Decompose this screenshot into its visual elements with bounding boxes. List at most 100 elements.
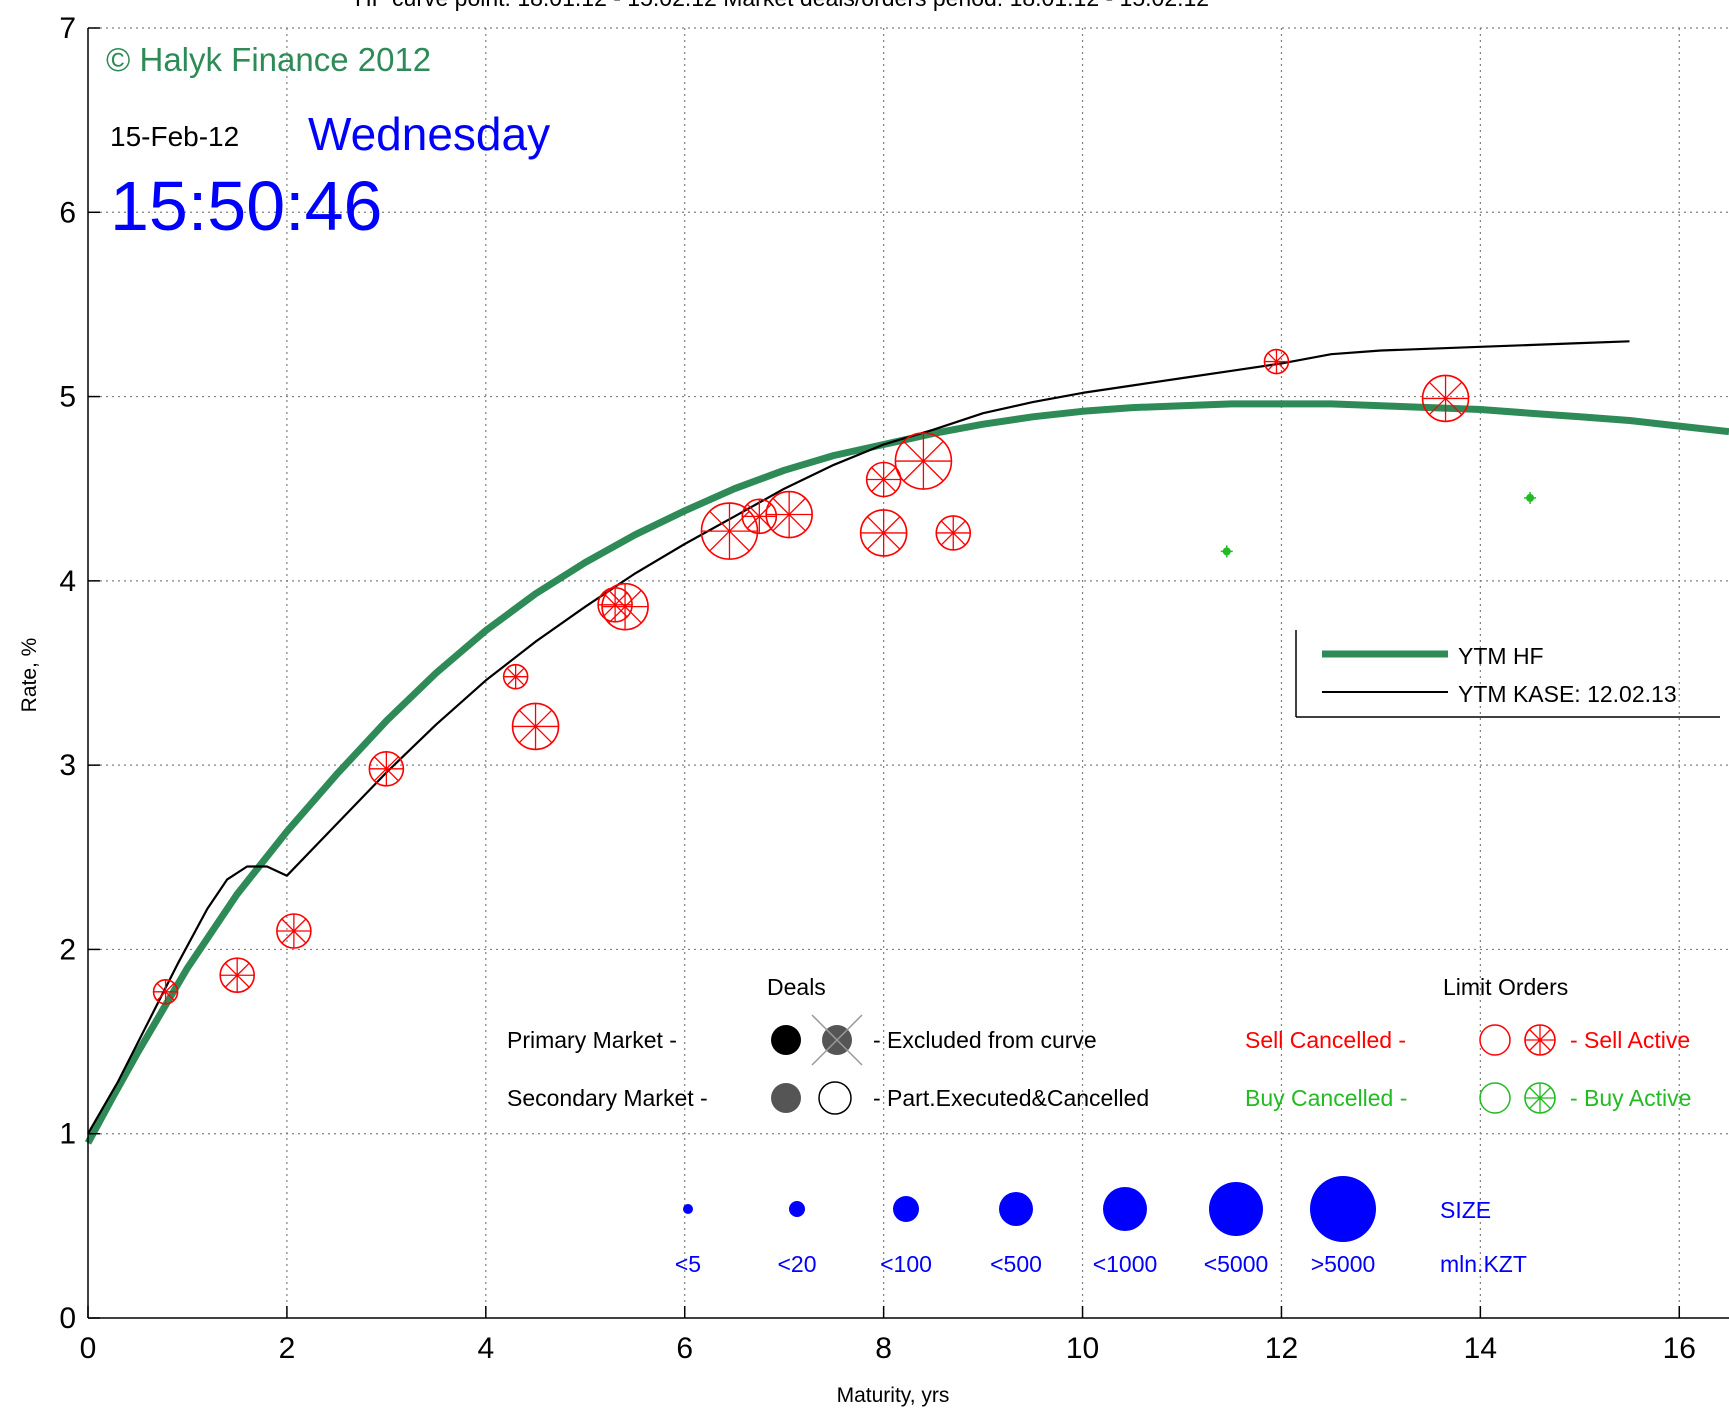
deals-legend: Deals Primary Market - - Excluded from c… bbox=[507, 974, 1149, 1115]
sell-active-order-spoke bbox=[518, 709, 553, 744]
sell-active-order-spoke bbox=[1267, 352, 1286, 371]
curve-legend: YTM HF YTM KASE: 12.02.13 bbox=[1295, 630, 1720, 718]
deals-title: Deals bbox=[767, 974, 826, 1000]
y-tick-label: 7 bbox=[59, 12, 76, 45]
sell-active-label: - Sell Active bbox=[1570, 1027, 1690, 1053]
sell-cancelled-label: Sell Cancelled - bbox=[1245, 1027, 1406, 1053]
y-tick-label: 6 bbox=[59, 196, 76, 229]
y-tick-label: 4 bbox=[59, 565, 76, 598]
time-text: 15:50:46 bbox=[110, 167, 382, 245]
size-title: SIZE bbox=[1440, 1197, 1491, 1223]
sell-active-order-spoke bbox=[608, 589, 642, 624]
buy-active-swatch-spoke bbox=[1528, 1086, 1552, 1110]
buy-active-order bbox=[1220, 545, 1233, 558]
secondary-deal-swatch bbox=[771, 1083, 801, 1113]
y-tick-label: 1 bbox=[59, 1118, 76, 1151]
y-tick-label: 5 bbox=[59, 381, 76, 414]
sell-active-order bbox=[1263, 348, 1290, 375]
partial-label: - Part.Executed&Cancelled bbox=[873, 1085, 1149, 1111]
sell-active-order bbox=[276, 913, 312, 949]
buy-active-swatch bbox=[1524, 1082, 1556, 1114]
excluded-label: - Excluded from curve bbox=[873, 1027, 1097, 1053]
secondary-market-label: Secondary Market - bbox=[507, 1085, 708, 1111]
x-tick-label: 12 bbox=[1265, 1332, 1298, 1365]
y-tick-label: 0 bbox=[59, 1302, 76, 1335]
size-legend-dot bbox=[1209, 1182, 1263, 1236]
sell-active-order-spoke bbox=[602, 592, 628, 618]
size-legend-label: >5000 bbox=[1311, 1251, 1376, 1277]
orders-title: Limit Orders bbox=[1443, 974, 1568, 1000]
sell-active-order bbox=[894, 432, 953, 490]
sell-cancelled-swatch bbox=[1479, 1024, 1511, 1056]
size-legend-label: <20 bbox=[777, 1251, 816, 1277]
size-legend-dot bbox=[1103, 1187, 1147, 1231]
sell-active-order bbox=[765, 490, 813, 539]
size-unit: mln.KZT bbox=[1440, 1251, 1527, 1277]
size-legend-label: <5000 bbox=[1204, 1251, 1269, 1277]
sell-active-order-spoke bbox=[281, 918, 307, 944]
x-tick-label: 4 bbox=[477, 1332, 494, 1365]
size-legend-dot bbox=[999, 1192, 1033, 1226]
legend-kase-label: YTM KASE: 12.02.13 bbox=[1458, 681, 1677, 707]
y-tick-label: 2 bbox=[59, 933, 76, 966]
weekday-text: Wednesday bbox=[308, 108, 550, 160]
ytm-hf-curve bbox=[84, 400, 1729, 1145]
sell-active-order-spoke bbox=[903, 440, 944, 482]
sell-active-order bbox=[1421, 374, 1470, 423]
size-legend-label: <1000 bbox=[1093, 1251, 1158, 1277]
sell-active-order bbox=[511, 702, 560, 751]
size-legend-dot bbox=[683, 1204, 693, 1214]
buy-active-label: - Buy Active bbox=[1570, 1085, 1691, 1111]
sell-active-order-spoke bbox=[224, 962, 250, 988]
buy-active-order bbox=[1524, 491, 1537, 504]
primary-market-label: Primary Market - bbox=[507, 1027, 677, 1053]
buy-cancelled-label: Buy Cancelled - bbox=[1245, 1085, 1407, 1111]
y-axis-label: Rate, % bbox=[18, 638, 41, 713]
buy-cancelled-swatch bbox=[1479, 1082, 1511, 1114]
sell-active-order bbox=[597, 587, 633, 623]
size-legend-label: <5 bbox=[675, 1251, 701, 1277]
sell-active-order bbox=[601, 582, 649, 631]
sell-active-swatch bbox=[1524, 1024, 1556, 1056]
sell-active-order bbox=[502, 663, 529, 690]
legend-hf-label: YTM HF bbox=[1458, 643, 1544, 669]
size-legend-label: <100 bbox=[880, 1251, 932, 1277]
primary-deal-swatch bbox=[771, 1025, 801, 1055]
sell-active-order-spoke bbox=[940, 520, 966, 546]
sell-active-order-spoke bbox=[866, 516, 901, 550]
x-tick-label: 14 bbox=[1464, 1332, 1497, 1365]
sell-active-order-spoke bbox=[1428, 381, 1463, 416]
sell-active-order-spoke bbox=[156, 982, 175, 1001]
x-tick-label: 8 bbox=[875, 1332, 892, 1365]
x-tick-label: 6 bbox=[676, 1332, 693, 1365]
sell-active-order bbox=[859, 509, 908, 557]
date-text: 15-Feb-12 bbox=[110, 121, 239, 152]
sell-active-order bbox=[368, 751, 405, 787]
sell-active-order bbox=[219, 957, 255, 994]
top-line-text: HF curve point: 18.01.12 - 15.02.12 Mark… bbox=[355, 0, 1209, 11]
sell-active-order bbox=[152, 979, 179, 1005]
size-legend-dot bbox=[789, 1201, 805, 1217]
x-axis-label: Maturity, yrs bbox=[837, 1384, 950, 1407]
x-tick-label: 16 bbox=[1663, 1332, 1696, 1365]
y-tick-label: 3 bbox=[59, 749, 76, 782]
sell-active-swatch-spoke bbox=[1528, 1028, 1552, 1052]
x-tick-label: 10 bbox=[1066, 1332, 1099, 1365]
sell-active-order-spoke bbox=[506, 667, 525, 686]
size-legend-label: <500 bbox=[990, 1251, 1042, 1277]
x-tick-label: 0 bbox=[80, 1332, 97, 1365]
size-legend-dot bbox=[893, 1196, 919, 1222]
orders-layer bbox=[152, 348, 1537, 1005]
size-legend: SIZE mln.KZT <5 <20 <100 <500 <1000 <5000 >500… bbox=[675, 1176, 1527, 1277]
axes bbox=[87, 27, 1729, 1319]
sell-active-order bbox=[865, 461, 902, 498]
sell-active-order bbox=[700, 502, 759, 560]
copyright-text: © Halyk Finance 2012 bbox=[106, 41, 431, 78]
sell-active-order-spoke bbox=[772, 497, 806, 532]
partial-deal-swatch bbox=[818, 1081, 852, 1115]
sell-active-order bbox=[935, 515, 972, 551]
sell-active-order-spoke bbox=[373, 756, 399, 782]
size-legend-dot bbox=[1310, 1176, 1376, 1242]
